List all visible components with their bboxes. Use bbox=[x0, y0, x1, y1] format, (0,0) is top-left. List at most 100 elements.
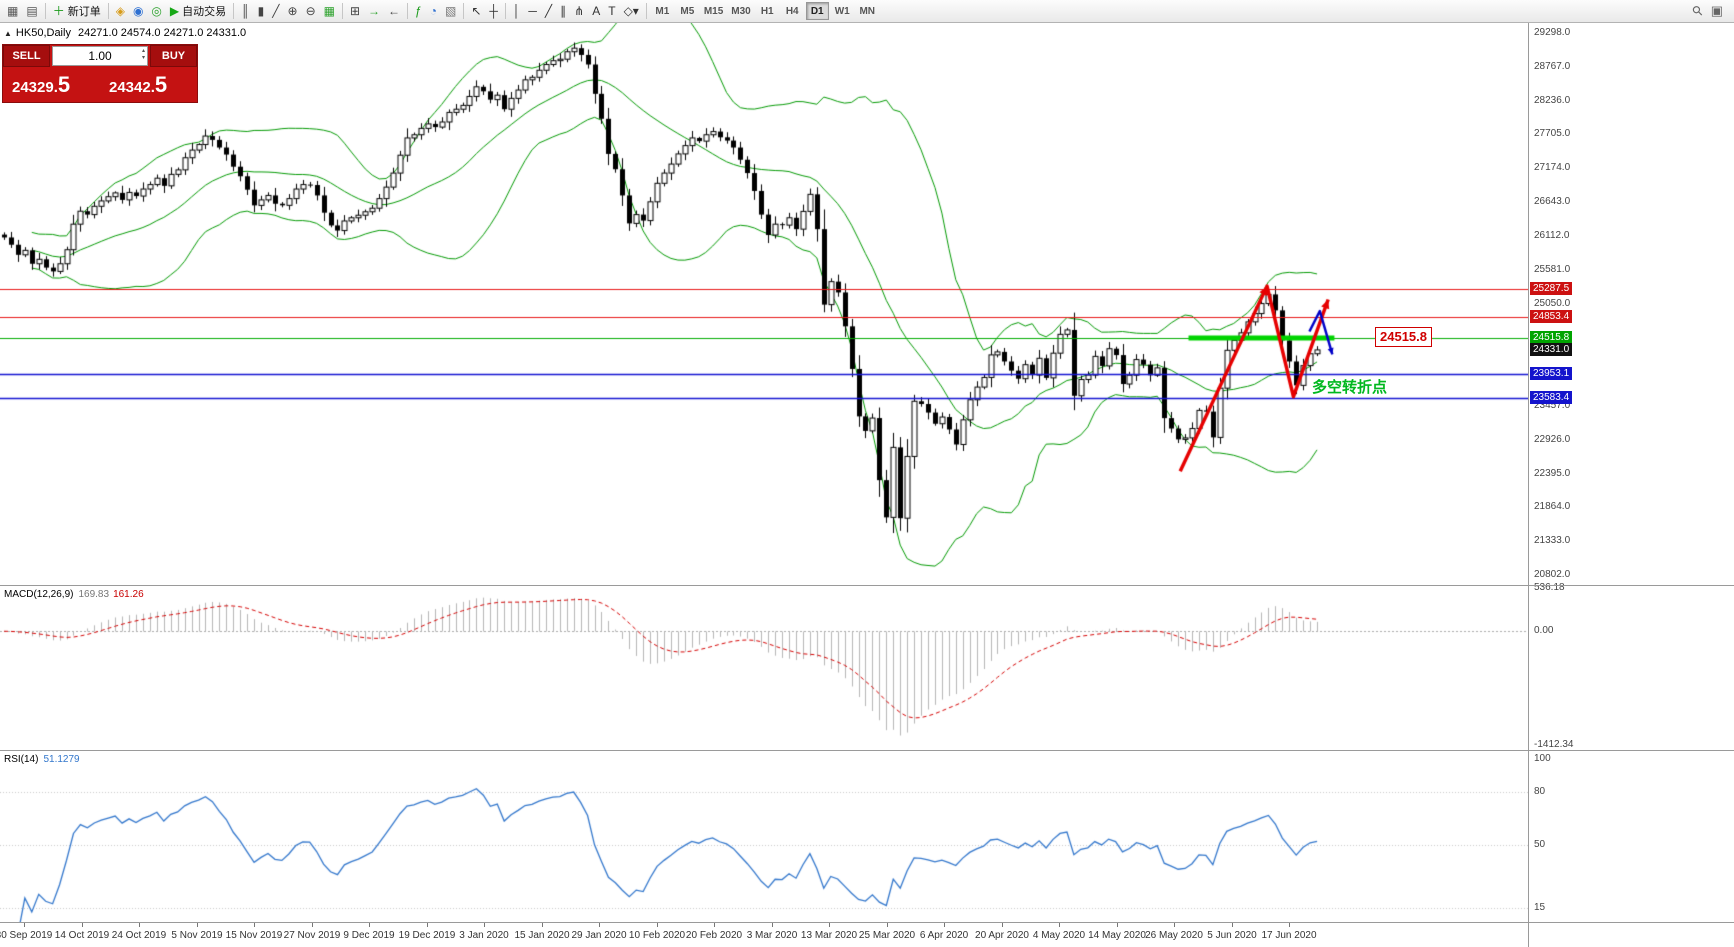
date-label: 5 Jun 2020 bbox=[1207, 930, 1257, 941]
timeframe-m30-button[interactable]: M30 bbox=[728, 2, 753, 20]
auto-scroll-button[interactable]: → bbox=[364, 2, 384, 21]
zoom-out-icon: ⊖ bbox=[305, 4, 316, 18]
date-label: 30 Sep 2019 bbox=[0, 930, 53, 941]
timeframe-m1-button[interactable]: M1 bbox=[651, 2, 674, 20]
date-label: 29 Jan 2020 bbox=[571, 930, 627, 941]
text-label-button[interactable]: T bbox=[604, 2, 619, 21]
time-tick bbox=[714, 923, 715, 927]
candles-mode-button[interactable]: ▮ bbox=[254, 2, 269, 21]
date-label: 15 Jan 2020 bbox=[514, 930, 570, 941]
panel-separator[interactable] bbox=[0, 585, 1734, 586]
volume-down-icon[interactable]: ▾ bbox=[141, 55, 145, 61]
zoom-out-button[interactable]: ⊖ bbox=[302, 2, 320, 21]
new-order-button[interactable]: ＋新订单 bbox=[49, 2, 105, 21]
bars-mode-button[interactable]: ║ bbox=[237, 2, 254, 21]
fibonacci-button[interactable]: ⋔ bbox=[570, 2, 588, 21]
volume-arrows[interactable]: ▴ ▾ bbox=[142, 48, 145, 62]
add-indicator-button[interactable]: ƒ bbox=[411, 2, 426, 21]
periods-icon: ◔ bbox=[429, 4, 437, 18]
timeframe-d1-button[interactable]: D1 bbox=[805, 2, 829, 20]
zoom-in-button[interactable]: ⊕ bbox=[284, 2, 302, 21]
vertical-line-button[interactable]: │ bbox=[509, 2, 525, 21]
scale-tick-label: 15 bbox=[1534, 902, 1546, 913]
timeframe-w1-button[interactable]: W1 bbox=[831, 2, 854, 20]
crosshair-button[interactable]: ┼ bbox=[485, 2, 502, 21]
timeframe-h4-button[interactable]: H4 bbox=[781, 2, 804, 20]
macd-indicator-label: MACD(12,26,9) 169.83 161.26 bbox=[4, 589, 144, 600]
time-tick bbox=[1117, 923, 1118, 927]
auto-trading-button[interactable]: ▶ 自动交易 bbox=[166, 2, 230, 21]
trendline-icon: ╱ bbox=[544, 4, 553, 18]
arrows-objects-icon: ◇▾ bbox=[623, 4, 639, 18]
timeframe-h1-button[interactable]: H1 bbox=[756, 2, 779, 20]
panel-separator[interactable] bbox=[0, 750, 1734, 751]
date-label: 17 Jun 2020 bbox=[1261, 930, 1317, 941]
panel-separator[interactable] bbox=[0, 922, 1734, 923]
line-mode-button[interactable]: ╱ bbox=[268, 2, 283, 21]
volume-stepper[interactable]: 1.00 ▴ ▾ bbox=[52, 46, 148, 66]
toolbar: ▦ ▤ ＋新订单 ◈ ◉ ◎ ▶ 自动交易 ║ ▮ ╱ ⊕ ⊖ ▦ ⊞ → ← ƒ ◔ ▧ ↖ ┼ │ ─ ╱ ∥ ⋔ A T ◇▾ M1… bbox=[0, 0, 1734, 23]
text-button[interactable]: A bbox=[588, 2, 604, 21]
price-scale[interactable]: 29298.0 28767.0 28236.0 27705.0 27174.0 26643… bbox=[1529, 0, 1734, 947]
chart-title: ▲ HK50,Daily 24271.0 24574.0 24271.0 24331… bbox=[4, 27, 246, 39]
indicators-window-button[interactable]: ▦ bbox=[320, 2, 339, 21]
refresh-button[interactable]: ◎ bbox=[147, 2, 165, 21]
time-tick bbox=[427, 923, 428, 927]
quotes-icon: ◈ bbox=[115, 4, 125, 18]
price-level-label[interactable]: 24515.8 bbox=[1375, 327, 1432, 347]
horizontal-line-button[interactable]: ─ bbox=[524, 2, 541, 21]
horizontal-line-icon: ─ bbox=[528, 4, 537, 18]
buy-button[interactable]: BUY bbox=[150, 45, 197, 67]
equidistant-channel-button[interactable]: ∥ bbox=[556, 2, 570, 21]
notifications-icon[interactable]: ▣ bbox=[1710, 3, 1723, 18]
time-tick bbox=[484, 923, 485, 927]
new-order-icon: ＋ bbox=[52, 4, 65, 18]
price-badge: 24331.0 bbox=[1530, 343, 1573, 356]
one-click-toggle-icon[interactable]: ▲ bbox=[4, 29, 12, 38]
symbol-period-label: HK50,Daily bbox=[15, 27, 71, 39]
price-badge: 24515.8 bbox=[1530, 331, 1573, 344]
search-icon[interactable]: ⚲ bbox=[1688, 1, 1707, 20]
new-chart-icon: ▦ bbox=[7, 4, 19, 18]
scale-tick-label: 25050.0 bbox=[1534, 298, 1571, 309]
arrows-objects-button[interactable]: ◇▾ bbox=[620, 2, 643, 21]
toolbar-separator bbox=[44, 3, 46, 19]
price-chart-panel: ▲ HK50,Daily 24271.0 24574.0 24271.0 24331… bbox=[0, 23, 1528, 585]
volume-value: 1.00 bbox=[88, 49, 112, 63]
ohlc-values: 24271.0 24574.0 24271.0 24331.0 bbox=[77, 27, 247, 39]
scale-tick-label: 50 bbox=[1534, 839, 1546, 850]
macd-main-value: 169.83 bbox=[78, 589, 110, 600]
chart-shift-button[interactable]: ← bbox=[384, 2, 404, 21]
trendline-button[interactable]: ╱ bbox=[541, 2, 556, 21]
timeframe-m5-button[interactable]: M5 bbox=[676, 2, 699, 20]
date-label: 14 Oct 2019 bbox=[54, 930, 110, 941]
rsi-canvas[interactable] bbox=[0, 751, 1528, 922]
scale-tick-label: 26643.0 bbox=[1534, 196, 1571, 207]
chart-profiles-button[interactable]: ▤ bbox=[22, 2, 41, 21]
timeframe-m15-button[interactable]: M15 bbox=[701, 2, 726, 20]
periods-button[interactable]: ◔ bbox=[426, 2, 441, 21]
quotes-button[interactable]: ◈ bbox=[112, 2, 129, 21]
date-label: 10 Feb 2020 bbox=[628, 930, 686, 941]
templates-button[interactable]: ▧ bbox=[441, 2, 460, 21]
tile-windows-button[interactable]: ⊞ bbox=[346, 2, 364, 21]
date-label: 6 Apr 2020 bbox=[919, 930, 969, 941]
time-axis[interactable]: 30 Sep 2019 14 Oct 2019 24 Oct 2019 5 Nov 2… bbox=[0, 923, 1528, 947]
date-label: 4 May 2020 bbox=[1032, 930, 1086, 941]
scale-tick-label: 27705.0 bbox=[1534, 128, 1571, 139]
date-label: 27 Nov 2019 bbox=[283, 930, 341, 941]
macd-canvas[interactable] bbox=[0, 586, 1528, 750]
turning-point-annotation[interactable]: 多空转折点 bbox=[1312, 379, 1388, 396]
volume-up-icon[interactable]: ▴ bbox=[141, 48, 145, 54]
new-order-label: 新订单 bbox=[67, 6, 101, 18]
market-depth-button[interactable]: ◉ bbox=[129, 2, 147, 21]
new-chart-button[interactable]: ▦ bbox=[3, 2, 22, 21]
time-tick bbox=[1059, 923, 1060, 927]
tile-windows-icon: ⊞ bbox=[349, 4, 361, 18]
time-tick bbox=[24, 923, 25, 927]
scale-tick-label: 21864.0 bbox=[1534, 501, 1571, 512]
timeframe-mn-button[interactable]: MN bbox=[856, 2, 879, 20]
sell-button[interactable]: SELL bbox=[3, 45, 50, 67]
main-chart-canvas[interactable] bbox=[0, 23, 1528, 585]
cursor-button[interactable]: ↖ bbox=[467, 2, 485, 21]
